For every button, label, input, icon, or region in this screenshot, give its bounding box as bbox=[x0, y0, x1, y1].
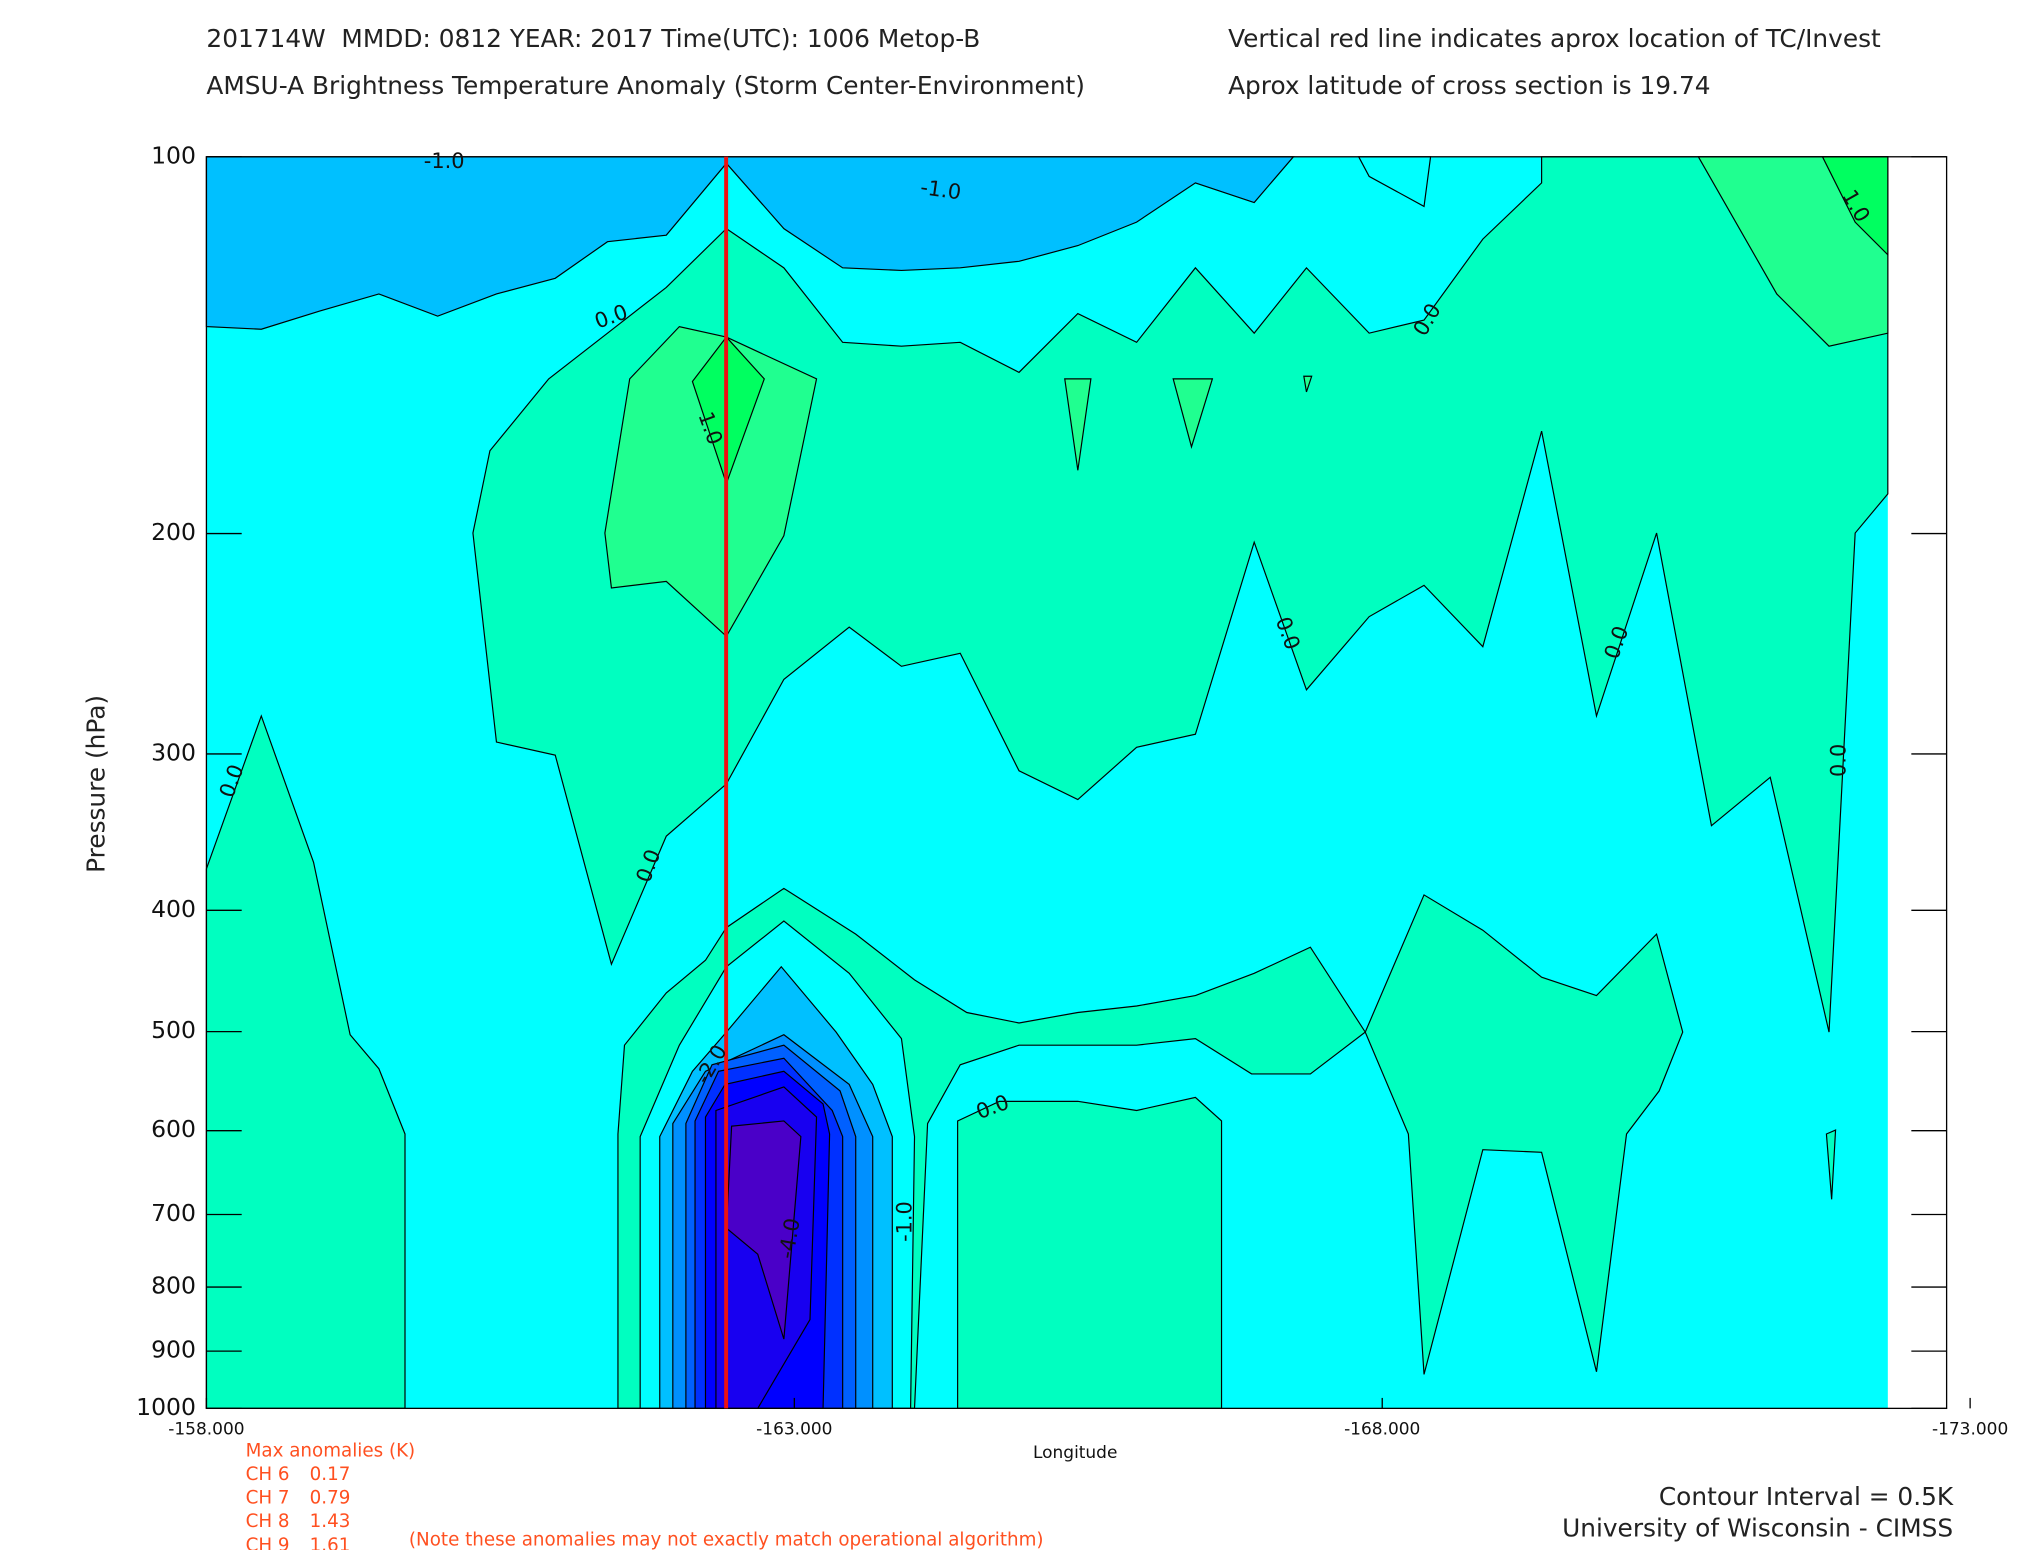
anomaly-channel: CH 8 bbox=[246, 1511, 290, 1532]
contour-label: -1.0 bbox=[919, 175, 963, 204]
x-tick-label: -168.000 bbox=[1344, 1419, 1420, 1439]
contour-region bbox=[1064, 378, 1092, 471]
anomaly-value: 1.61 bbox=[310, 1535, 351, 1550]
contour-region bbox=[1303, 375, 1313, 393]
y-tick-label: 500 bbox=[151, 1016, 196, 1044]
y-tick-label: 900 bbox=[151, 1336, 196, 1364]
contour-region bbox=[1364, 894, 1684, 1375]
y-tick-label: 700 bbox=[151, 1199, 196, 1227]
x-tick-label: -173.000 bbox=[1932, 1419, 2008, 1439]
anomalies-title: Max anomalies (K) bbox=[246, 1441, 416, 1462]
anomaly-channel: CH 6 bbox=[246, 1464, 290, 1485]
y-tick-label: 400 bbox=[151, 895, 196, 923]
y-tick-label: 300 bbox=[151, 738, 196, 766]
y-tick-label: 600 bbox=[151, 1115, 196, 1143]
contour-region bbox=[957, 1096, 1223, 1409]
anomaly-channel: CH 7 bbox=[246, 1488, 290, 1509]
contour-region bbox=[472, 156, 1889, 1033]
contour-label: -1.0 bbox=[892, 1201, 916, 1242]
contour-label: 0.0 bbox=[1826, 744, 1850, 777]
title-line: AMSU-A Brightness Temperature Anomaly (S… bbox=[206, 71, 1085, 100]
anomaly-channel: CH 9 bbox=[246, 1535, 290, 1550]
y-tick-label: 200 bbox=[151, 518, 196, 546]
note: Aprox latitude of cross section is 19.74 bbox=[1228, 71, 1710, 100]
y-tick-label: 1000 bbox=[136, 1393, 196, 1421]
plot-frame bbox=[205, 156, 1948, 1410]
anomaly-value: 0.79 bbox=[310, 1488, 351, 1509]
anomaly-note: (Note these anomalies may not exactly ma… bbox=[409, 1530, 1044, 1550]
x-tick-label: -163.000 bbox=[756, 1419, 832, 1439]
contour-region bbox=[604, 325, 818, 638]
footer: University of Wisconsin - CIMSS bbox=[1562, 1513, 1953, 1542]
contour-plot bbox=[205, 156, 1948, 1410]
contour-label: -1.0 bbox=[424, 149, 465, 173]
contour-region bbox=[691, 336, 765, 486]
y-tick-label: 800 bbox=[151, 1272, 196, 1300]
x-axis-label: Longitude bbox=[1033, 1443, 1117, 1463]
y-tick-label: 100 bbox=[151, 141, 196, 169]
title-line: 201714W MMDD: 0812 YEAR: 2017 Time(UTC):… bbox=[206, 24, 980, 53]
contour-region bbox=[205, 156, 1295, 330]
contour-region bbox=[1825, 1129, 1837, 1200]
footer: Contour Interval = 0.5K bbox=[1659, 1482, 1954, 1511]
y-axis-label: Pressure (hPa) bbox=[82, 695, 111, 873]
contour-region bbox=[1172, 378, 1214, 449]
anomaly-value: 0.17 bbox=[310, 1464, 351, 1485]
note: Vertical red line indicates aprox locati… bbox=[1228, 24, 1881, 53]
contour-region bbox=[725, 1120, 802, 1340]
anomaly-value: 1.43 bbox=[310, 1511, 351, 1532]
x-tick-label: -158.000 bbox=[168, 1419, 244, 1439]
